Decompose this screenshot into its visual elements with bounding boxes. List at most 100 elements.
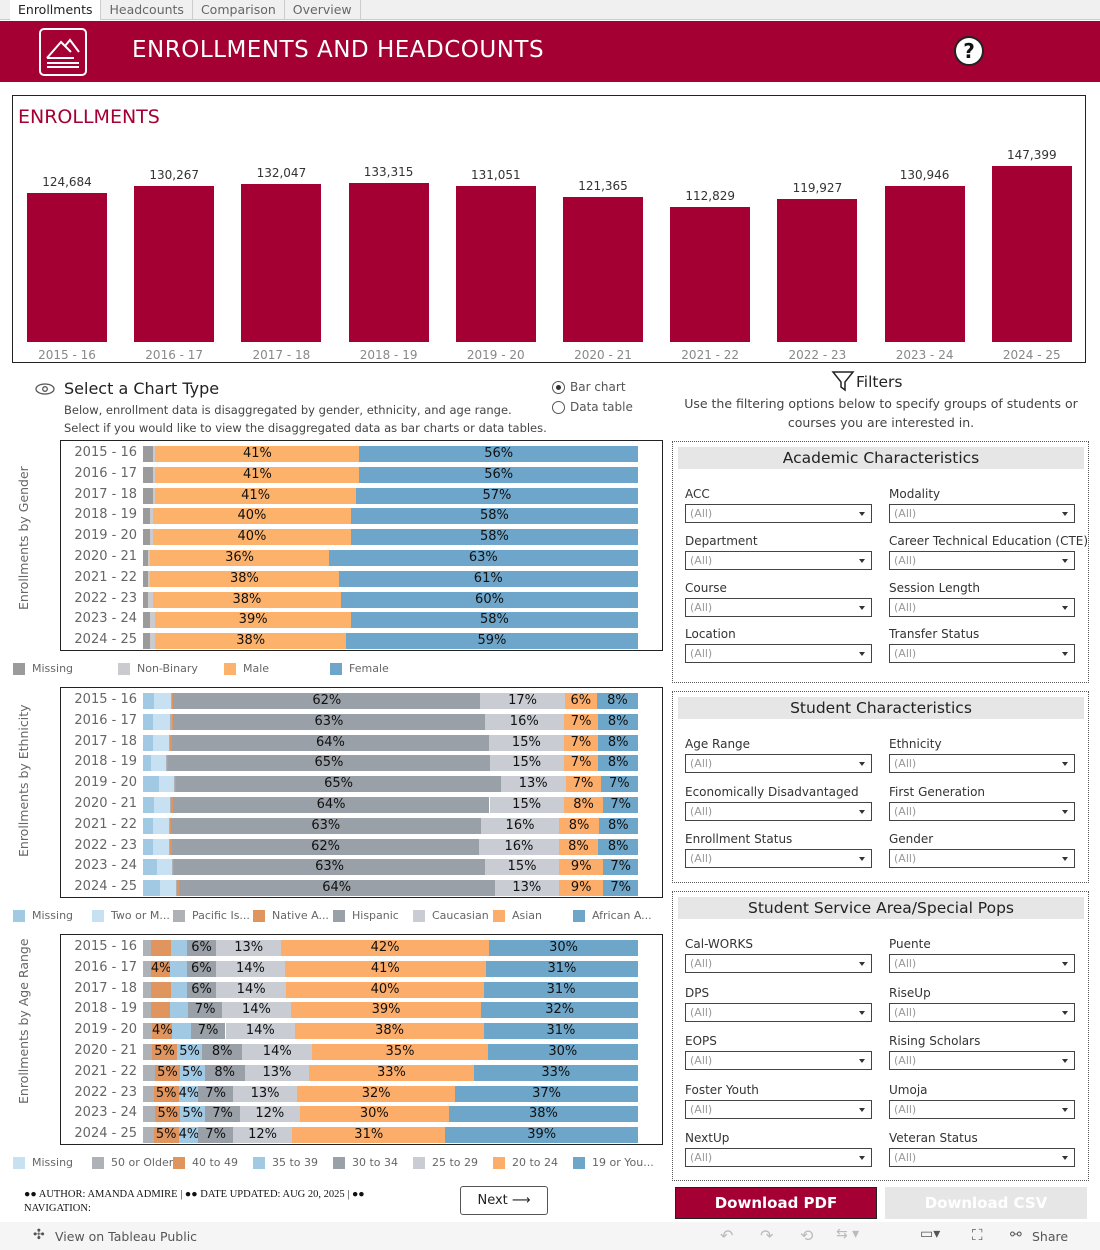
age-segment[interactable]: 33%	[473, 1064, 638, 1081]
gender-segment[interactable]	[147, 591, 153, 608]
ethnicity-segment[interactable]: 65%	[168, 755, 490, 772]
age-segment[interactable]: 13%	[216, 940, 281, 956]
enrollment-bar[interactable]	[777, 198, 858, 342]
gender-segment[interactable]: 41%	[155, 446, 360, 462]
legend-item[interactable]: Native A...	[253, 909, 329, 922]
filter-dropdown[interactable]: (All)	[685, 551, 872, 570]
age-segment[interactable]: 38%	[448, 1106, 638, 1123]
age-segment[interactable]	[143, 1127, 154, 1144]
age-segment[interactable]: 33%	[309, 1064, 474, 1081]
age-segment[interactable]: 31%	[485, 960, 638, 977]
ethnicity-segment[interactable]	[171, 859, 173, 876]
tab-overview[interactable]: Overview	[285, 0, 361, 20]
help-icon[interactable]: ?	[954, 36, 984, 66]
ethnicity-segment[interactable]: 9%	[559, 859, 604, 876]
age-segment[interactable]: 38%	[295, 1023, 484, 1040]
gender-segment[interactable]	[152, 446, 156, 462]
age-segment[interactable]: 4%	[150, 960, 171, 977]
filter-dropdown[interactable]: (All)	[889, 849, 1075, 868]
age-segment[interactable]: 14%	[242, 1044, 313, 1060]
enrollment-bar[interactable]	[563, 197, 643, 342]
ethnicity-segment[interactable]	[143, 797, 154, 813]
gender-segment[interactable]: 41%	[155, 487, 356, 504]
age-segment[interactable]: 13%	[232, 1085, 298, 1102]
ethnicity-segment[interactable]: 13%	[494, 880, 559, 897]
filter-dropdown[interactable]: (All)	[685, 504, 872, 523]
ethnicity-segment[interactable]	[143, 817, 153, 834]
filter-dropdown[interactable]: (All)	[889, 954, 1075, 973]
ethnicity-segment[interactable]: 62%	[171, 838, 480, 855]
gender-segment[interactable]	[143, 550, 148, 566]
filter-dropdown[interactable]: (All)	[889, 551, 1075, 570]
gender-segment[interactable]	[143, 466, 153, 483]
age-segment[interactable]: 12%	[240, 1106, 300, 1123]
age-segment[interactable]: 12%	[232, 1127, 293, 1144]
gender-segment[interactable]: 57%	[355, 487, 638, 504]
ethnicity-segment[interactable]	[152, 734, 170, 751]
age-segment[interactable]: 32%	[297, 1085, 456, 1102]
gender-segment[interactable]: 58%	[350, 612, 638, 629]
gender-segment[interactable]: 40%	[152, 508, 351, 525]
device-preview-icon[interactable]: ▭▾	[920, 1226, 941, 1242]
age-segment[interactable]: 30%	[299, 1106, 449, 1123]
ethnicity-segment[interactable]	[176, 880, 178, 897]
ethnicity-segment[interactable]: 63%	[174, 859, 485, 876]
ethnicity-segment[interactable]: 6%	[564, 693, 597, 709]
legend-item[interactable]: Missing	[13, 1156, 73, 1169]
filter-dropdown[interactable]: (All)	[685, 802, 872, 821]
ethnicity-segment[interactable]: 8%	[598, 755, 638, 772]
ethnicity-segment[interactable]	[171, 797, 173, 813]
legend-item[interactable]: Missing	[13, 662, 73, 675]
legend-item[interactable]: Male	[224, 662, 269, 675]
download-pdf-button[interactable]: Download PDF	[675, 1187, 877, 1219]
ethnicity-segment[interactable]: 13%	[500, 776, 566, 793]
ethnicity-segment[interactable]: 63%	[173, 713, 485, 730]
age-segment[interactable]	[170, 940, 187, 956]
gender-segment[interactable]: 58%	[350, 529, 638, 546]
ethnicity-segment[interactable]: 64%	[172, 797, 490, 813]
age-segment[interactable]: 5%	[153, 1085, 179, 1102]
ethnicity-segment[interactable]	[153, 693, 171, 709]
age-segment[interactable]: 5%	[180, 1106, 206, 1123]
age-segment[interactable]: 4%	[151, 1023, 172, 1040]
age-segment[interactable]: 42%	[280, 940, 490, 956]
gender-segment[interactable]: 36%	[150, 550, 329, 566]
ethnicity-segment[interactable]	[143, 776, 159, 793]
gender-segment[interactable]	[150, 633, 156, 650]
gender-segment[interactable]: 38%	[155, 633, 346, 650]
age-segment[interactable]: 5%	[177, 1044, 203, 1060]
gender-segment[interactable]: 56%	[359, 466, 638, 483]
filter-dropdown[interactable]: (All)	[685, 644, 872, 663]
age-segment[interactable]: 6%	[186, 981, 217, 998]
ethnicity-segment[interactable]	[143, 755, 151, 772]
enrollment-bar[interactable]	[455, 185, 536, 342]
gender-segment[interactable]	[150, 612, 156, 629]
ethnicity-segment[interactable]: 8%	[598, 713, 638, 730]
ethnicity-segment[interactable]	[170, 797, 172, 813]
radio-data-table[interactable]: Data table	[552, 400, 633, 414]
ethnicity-segment[interactable]	[168, 817, 170, 834]
age-segment[interactable]: 13%	[244, 1064, 310, 1081]
age-segment[interactable]: 7%	[205, 1106, 240, 1123]
ethnicity-segment[interactable]: 16%	[484, 713, 564, 730]
age-segment[interactable]: 14%	[225, 1023, 296, 1040]
gender-segment[interactable]: 59%	[345, 633, 638, 650]
ethnicity-segment[interactable]: 15%	[485, 859, 560, 876]
ethnicity-segment[interactable]	[152, 713, 171, 730]
ethnicity-segment[interactable]	[170, 734, 172, 751]
next-button[interactable]: Next ⟶	[460, 1186, 548, 1215]
undo-icon[interactable]: ↶	[720, 1226, 734, 1245]
legend-item[interactable]: 25 to 29	[413, 1156, 478, 1169]
gender-segment[interactable]: 38%	[150, 570, 339, 587]
filter-dropdown[interactable]: (All)	[889, 754, 1075, 773]
enrollment-bar[interactable]	[884, 185, 965, 342]
filter-dropdown[interactable]: (All)	[685, 954, 872, 973]
ethnicity-segment[interactable]: 63%	[171, 817, 481, 834]
filter-dropdown[interactable]: (All)	[889, 1003, 1075, 1022]
ethnicity-segment[interactable]	[150, 755, 166, 772]
enrollment-bar[interactable]	[241, 184, 322, 342]
age-segment[interactable]: 39%	[445, 1127, 638, 1144]
gender-segment[interactable]	[143, 591, 148, 608]
refresh-icon[interactable]: ⇆ ▾	[836, 1226, 860, 1242]
ethnicity-segment[interactable]: 15%	[489, 734, 564, 751]
